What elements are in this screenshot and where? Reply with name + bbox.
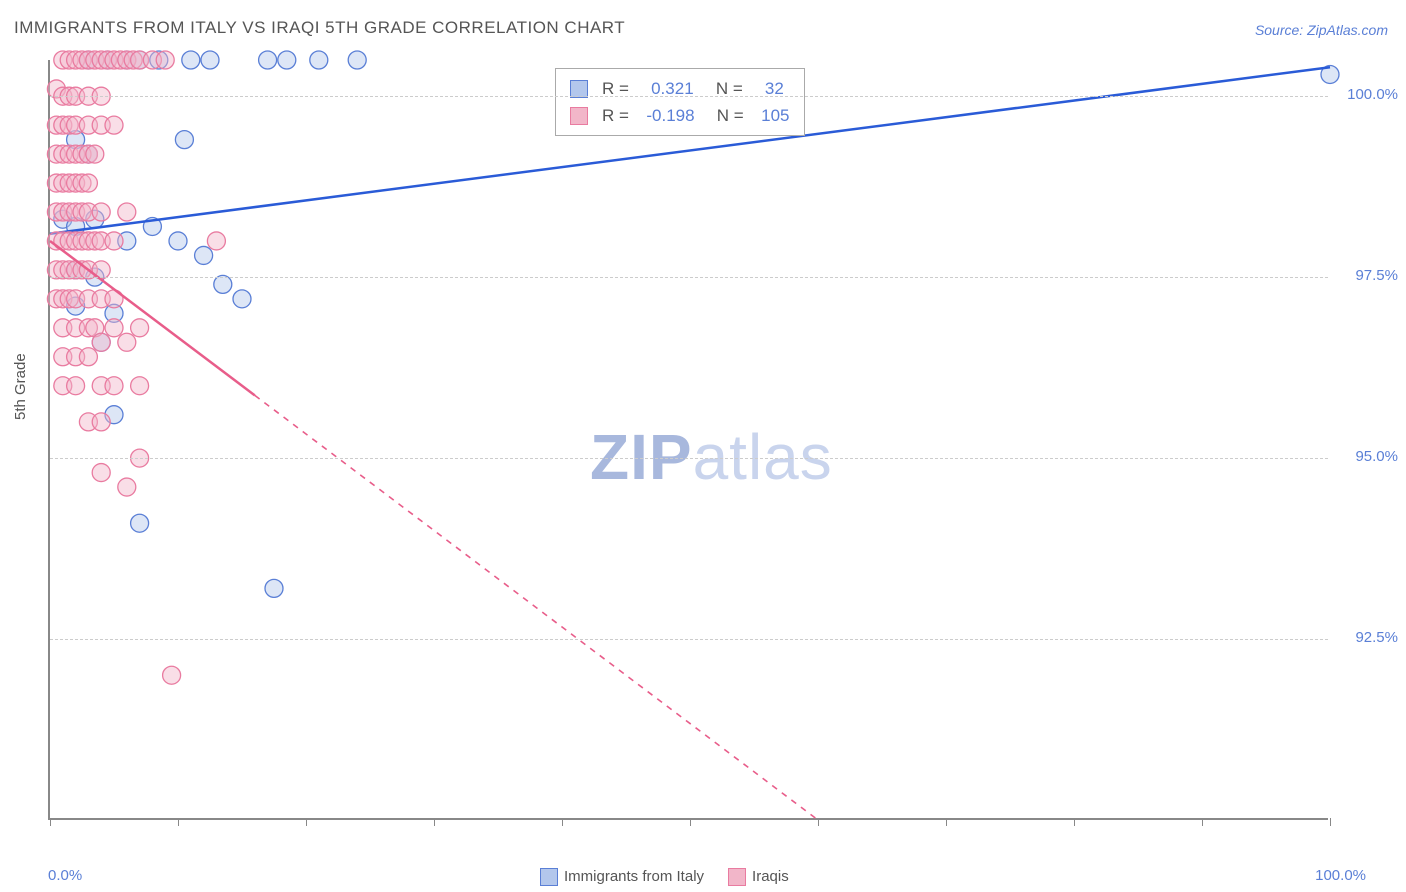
iraqi-point [118, 203, 136, 221]
italy-swatch-icon [540, 868, 558, 886]
italy-point [169, 232, 187, 250]
italy-point [195, 246, 213, 264]
bottom-legend: Immigrants from Italy Iraqis [540, 868, 789, 886]
legend-label: Immigrants from Italy [564, 868, 704, 885]
x-axis-min-label: 0.0% [48, 867, 82, 884]
x-tick [178, 818, 179, 826]
gridline-h [50, 96, 1328, 97]
chart-svg [50, 60, 1328, 818]
source-attribution: Source: ZipAtlas.com [1255, 22, 1388, 38]
italy-point [259, 51, 277, 69]
x-tick [562, 818, 563, 826]
stats-row-iraqi: R = -0.198 N = 105 [570, 102, 790, 129]
r-value: -0.198 [642, 102, 695, 129]
iraqi-point [92, 333, 110, 351]
iraqi-swatch-icon [728, 868, 746, 886]
n-label: N = [703, 102, 749, 129]
r-label: R = [602, 75, 634, 102]
italy-swatch-icon [570, 80, 588, 98]
italy-point [201, 51, 219, 69]
x-axis-max-label: 100.0% [1315, 867, 1366, 884]
gridline-h [50, 277, 1328, 278]
chart-title: IMMIGRANTS FROM ITALY VS IRAQI 5TH GRADE… [14, 18, 625, 38]
iraqi-point [118, 333, 136, 351]
x-tick [434, 818, 435, 826]
iraqi-point [92, 203, 110, 221]
italy-point [265, 579, 283, 597]
italy-point [233, 290, 251, 308]
legend-item-iraqi: Iraqis [728, 868, 789, 886]
iraqi-point [105, 319, 123, 337]
y-tick-label: 95.0% [1355, 448, 1398, 465]
iraqi-point [79, 348, 97, 366]
iraqi-trendline [50, 241, 255, 395]
iraqi-point [86, 145, 104, 163]
legend-label: Iraqis [752, 868, 789, 885]
x-tick [50, 818, 51, 826]
n-value: 105 [756, 102, 789, 129]
iraqi-point [105, 377, 123, 395]
iraqi-point [156, 51, 174, 69]
italy-point [278, 51, 296, 69]
gridline-h [50, 458, 1328, 459]
x-tick [306, 818, 307, 826]
x-tick [946, 818, 947, 826]
iraqi-point [163, 666, 181, 684]
italy-point [182, 51, 200, 69]
x-tick [690, 818, 691, 826]
iraqi-point [207, 232, 225, 250]
legend-item-italy: Immigrants from Italy [540, 868, 704, 886]
stats-row-italy: R = 0.321 N = 32 [570, 75, 790, 102]
italy-point [131, 514, 149, 532]
x-tick [1330, 818, 1331, 826]
iraqi-point [92, 413, 110, 431]
r-label: R = [602, 102, 634, 129]
iraqi-point [67, 377, 85, 395]
x-tick [1074, 818, 1075, 826]
iraqi-point [105, 232, 123, 250]
n-value: 32 [755, 75, 783, 102]
plot-area: ZIPatlas R = 0.321 N = 32R = -0.198 N = … [48, 60, 1328, 820]
iraqi-point [131, 377, 149, 395]
iraqi-point [92, 464, 110, 482]
x-tick [818, 818, 819, 826]
italy-point [310, 51, 328, 69]
r-value: 0.321 [642, 75, 694, 102]
iraqi-point [79, 174, 97, 192]
iraqi-point [118, 478, 136, 496]
y-axis-label: 5th Grade [12, 353, 29, 420]
italy-point [175, 131, 193, 149]
y-tick-label: 97.5% [1355, 267, 1398, 284]
iraqi-point [131, 319, 149, 337]
iraqi-point [105, 116, 123, 134]
y-tick-label: 100.0% [1347, 86, 1398, 103]
iraqi-swatch-icon [570, 107, 588, 125]
italy-point [348, 51, 366, 69]
y-tick-label: 92.5% [1355, 629, 1398, 646]
x-tick [1202, 818, 1203, 826]
gridline-h [50, 639, 1328, 640]
n-label: N = [702, 75, 748, 102]
correlation-stats-box: R = 0.321 N = 32R = -0.198 N = 105 [555, 68, 805, 136]
